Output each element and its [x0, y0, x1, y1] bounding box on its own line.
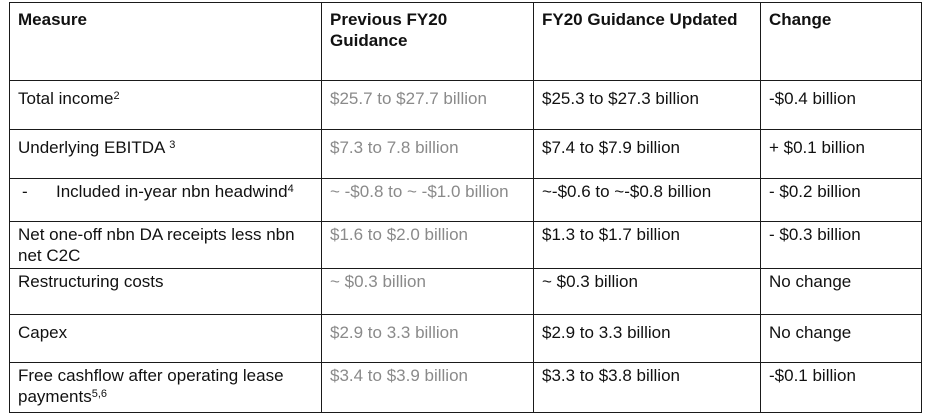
header-updated-guidance: FY20 Guidance Updated: [533, 2, 761, 81]
table-row: - Included in-year nbn headwind4 ~ -$0.8 …: [9, 178, 922, 222]
previous-cell: $7.3 to 7.8 billion: [321, 129, 534, 179]
change-cell: -$0.4 billion: [760, 80, 922, 130]
header-row: Measure Previous FY20 Guidance FY20 Guid…: [9, 2, 922, 81]
updated-cell: $7.4 to $7.9 billion: [533, 129, 761, 179]
footnote-ref: 5,6: [91, 388, 107, 400]
footnote-ref: 4: [287, 183, 294, 195]
table-row: Underlying EBITDA 3 $7.3 to 7.8 billion …: [9, 129, 922, 179]
table-row: Total income2 $25.7 to $27.7 billion $25…: [9, 80, 922, 130]
change-cell: - $0.3 billion: [760, 221, 922, 269]
previous-cell: $3.4 to $3.9 billion: [321, 362, 534, 413]
updated-cell: ~-$0.6 to ~-$0.8 billion: [533, 178, 761, 222]
measure-cell: Net one-off nbn DA receipts less nbn net…: [9, 221, 322, 269]
updated-cell: $3.3 to $3.8 billion: [533, 362, 761, 413]
table-row: Net one-off nbn DA receipts less nbn net…: [9, 221, 922, 269]
updated-cell: $2.9 to 3.3 billion: [533, 314, 761, 363]
header-previous-guidance: Previous FY20 Guidance: [321, 2, 534, 81]
table-row: Restructuring costs ~ $0.3 billion ~ $0.…: [9, 268, 922, 315]
sub-item-dash: -: [22, 182, 28, 201]
footnote-ref: 3: [169, 139, 176, 151]
measure-cell: Restructuring costs: [9, 268, 322, 315]
measure-cell: Underlying EBITDA 3: [9, 129, 322, 179]
change-cell: No change: [760, 314, 922, 363]
table-row: Capex $2.9 to 3.3 billion $2.9 to 3.3 bi…: [9, 314, 922, 363]
measure-cell: Capex: [9, 314, 322, 363]
previous-cell: $2.9 to 3.3 billion: [321, 314, 534, 363]
updated-cell: $1.3 to $1.7 billion: [533, 221, 761, 269]
header-change: Change: [760, 2, 922, 81]
footnote-ref: 2: [113, 90, 120, 102]
change-cell: + $0.1 billion: [760, 129, 922, 179]
previous-cell: ~ -$0.8 to ~ -$1.0 billion: [321, 178, 534, 222]
guidance-table: Measure Previous FY20 Guidance FY20 Guid…: [9, 2, 922, 413]
measure-cell: Total income2: [9, 80, 322, 130]
previous-cell: $25.7 to $27.7 billion: [321, 80, 534, 130]
measure-cell: Free cashflow after operating lease paym…: [9, 362, 322, 413]
header-measure: Measure: [9, 2, 322, 81]
updated-cell: ~ $0.3 billion: [533, 268, 761, 315]
previous-cell: $1.6 to $2.0 billion: [321, 221, 534, 269]
updated-cell: $25.3 to $27.3 billion: [533, 80, 761, 130]
table-row: Free cashflow after operating lease paym…: [9, 362, 922, 413]
change-cell: No change: [760, 268, 922, 315]
measure-cell: - Included in-year nbn headwind4: [9, 178, 322, 222]
change-cell: - $0.2 billion: [760, 178, 922, 222]
previous-cell: ~ $0.3 billion: [321, 268, 534, 315]
change-cell: -$0.1 billion: [760, 362, 922, 413]
